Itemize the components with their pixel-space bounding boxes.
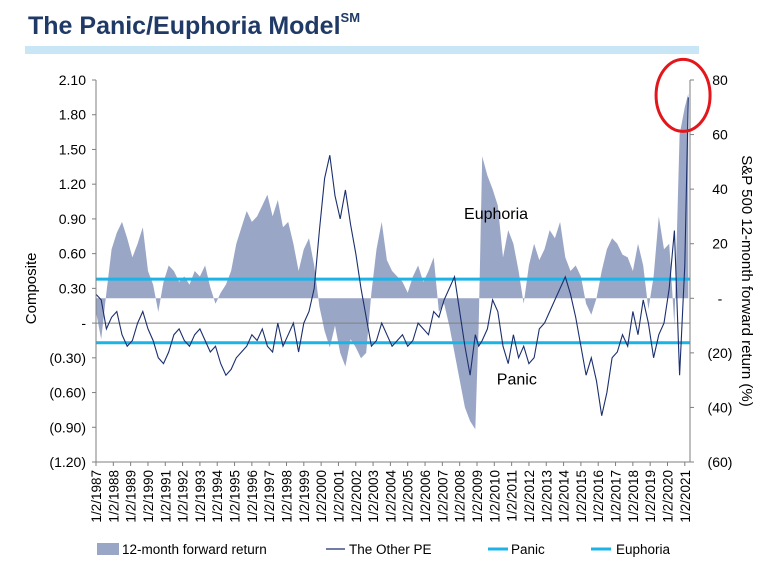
left-axis-title: Composite (23, 253, 40, 325)
chart-title-text: The Panic/Euphoria Model (28, 12, 341, 40)
chart-title: The Panic/Euphoria ModelSM (28, 10, 361, 41)
x-tick-label: 1/2/2003 (366, 470, 381, 523)
x-tick-label: 1/2/2009 (470, 470, 485, 523)
annotations-layer: Euphoria Panic (464, 57, 712, 388)
other-pe-line (95, 97, 689, 416)
legend-label-euphoria: Euphoria (616, 542, 671, 557)
x-tick-label: 1/2/1988 (106, 470, 121, 523)
x-tick-label: 1/2/2016 (591, 470, 606, 523)
left-tick-label: (1.20) (49, 454, 86, 470)
left-tick-label: 0.30 (59, 280, 86, 296)
left-tick-label: (0.60) (49, 385, 86, 401)
x-tick-label: 1/2/1995 (228, 470, 243, 523)
title-underline (25, 46, 699, 54)
threshold-lines-layer (96, 277, 690, 345)
x-tick-label: 1/2/2018 (626, 470, 641, 523)
left-tick-label: 1.50 (59, 141, 86, 157)
left-tick-label: (0.90) (49, 419, 86, 435)
x-tick-label: 1/2/2004 (383, 470, 398, 523)
x-tick-label: 1/2/2006 (418, 470, 433, 523)
x-tick-label: 1/2/2012 (522, 470, 537, 523)
x-tick-label: 1/2/2002 (349, 470, 364, 523)
x-tick-label: 1/2/2021 (678, 470, 693, 523)
x-tick-label: 1/2/1992 (176, 470, 191, 523)
x-tick-label: 1/2/2011 (505, 470, 520, 522)
x-tick-label: 1/2/1993 (193, 470, 208, 523)
right-tick-label: (60) (708, 454, 733, 470)
legend-label-other-pe: The Other PE (349, 542, 432, 557)
annotation-panic: Panic (497, 371, 537, 388)
x-tick-label: 1/2/1994 (210, 470, 225, 523)
x-tick-label: 1/2/2007 (435, 470, 450, 523)
forward-return-area-layer (96, 93, 689, 430)
left-tick-label: 0.90 (59, 211, 86, 227)
other-pe-line-layer (95, 97, 689, 416)
right-tick-label: - (718, 290, 723, 306)
x-tick-label: 1/2/1989 (124, 470, 139, 523)
x-tick-label: 1/2/2020 (661, 470, 676, 523)
x-tick-label: 1/2/1997 (262, 470, 277, 523)
right-tick-label: (40) (708, 399, 733, 415)
x-tick-label: 1/2/2019 (643, 470, 658, 523)
x-tick-label: 1/2/2001 (331, 470, 346, 523)
left-tick-label: 1.80 (59, 107, 86, 123)
x-tick-label: 1/2/2015 (574, 470, 589, 523)
right-axis-title: S&P 500 12-month forward return (%) (738, 155, 755, 407)
x-tick-label: 1/2/1998 (280, 470, 295, 523)
x-tick-label: 1/2/2000 (314, 470, 329, 523)
x-tick-label: 1/2/2005 (401, 470, 416, 523)
left-tick-label: 2.10 (59, 72, 86, 88)
right-tick-label: 80 (712, 72, 728, 88)
legend-label-forward-return: 12-month forward return (122, 542, 267, 557)
x-tick-label: 1/2/2013 (539, 470, 554, 523)
left-tick-label: 1.20 (59, 176, 86, 192)
left-tick-label: - (81, 315, 86, 331)
x-tick-label: 1/2/1996 (245, 470, 260, 523)
service-mark: SM (340, 10, 361, 25)
right-tick-label: (20) (708, 345, 733, 361)
x-tick-label: 1/2/1991 (158, 470, 173, 523)
axes-layer: 2.10 1.80 1.50 1.20 0.90 0.60 0.30 - (0.30) (0.60… (23, 72, 755, 523)
right-tick-label: 20 (712, 236, 728, 252)
x-tick-label: 1/2/1987 (89, 470, 104, 523)
legend-swatch-forward-return (97, 543, 119, 555)
x-tick-label: 1/2/2010 (487, 470, 502, 523)
legend: 12-month forward return The Other PE Panic… (97, 542, 671, 557)
right-tick-label: 40 (712, 181, 728, 197)
highlight-circle (654, 57, 712, 133)
x-tick-label: 1/2/1999 (297, 470, 312, 523)
annotation-euphoria: Euphoria (464, 206, 528, 223)
x-tick-label: 1/2/2014 (557, 470, 572, 523)
forward-return-area (96, 93, 689, 430)
right-tick-label: 60 (712, 127, 728, 143)
legend-label-panic: Panic (511, 542, 545, 557)
left-tick-label: (0.30) (49, 350, 86, 366)
x-tick-label: 1/2/2008 (453, 470, 468, 523)
x-tick-label: 1/2/1990 (141, 470, 156, 523)
left-tick-label: 0.60 (59, 246, 86, 262)
x-tick-label: 1/2/2017 (609, 470, 624, 523)
